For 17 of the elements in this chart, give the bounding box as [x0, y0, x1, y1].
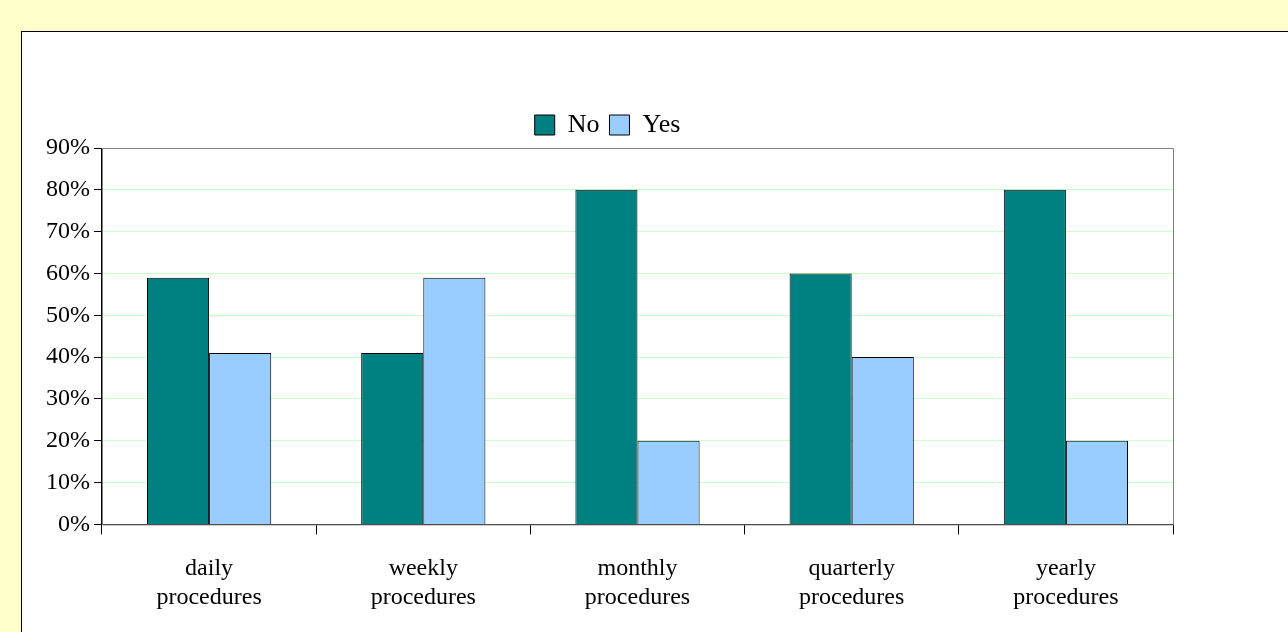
x-tick-label: weekly procedures — [370, 554, 476, 609]
y-tick-label: 30% — [45, 384, 90, 411]
y-tick-label: 70% — [45, 216, 90, 243]
y-tick-label: 0% — [57, 509, 90, 536]
legend-label: No — [567, 108, 600, 138]
x-tick-label: quarterly procedures — [799, 554, 905, 609]
y-tick-label: 20% — [45, 426, 90, 453]
x-tick-label: yearly procedures — [1013, 554, 1119, 609]
x-tick-label: monthly procedures — [584, 554, 691, 609]
legend-label: Yes — [642, 108, 681, 138]
y-tick-label: 80% — [45, 175, 90, 202]
y-tick-label: 90% — [45, 133, 90, 160]
x-tick-label: daily procedures — [156, 554, 262, 609]
y-tick-label: 50% — [45, 300, 90, 327]
y-tick-label: 60% — [45, 258, 90, 285]
y-tick-label: 40% — [45, 342, 90, 369]
y-tick-label: 10% — [45, 467, 90, 494]
